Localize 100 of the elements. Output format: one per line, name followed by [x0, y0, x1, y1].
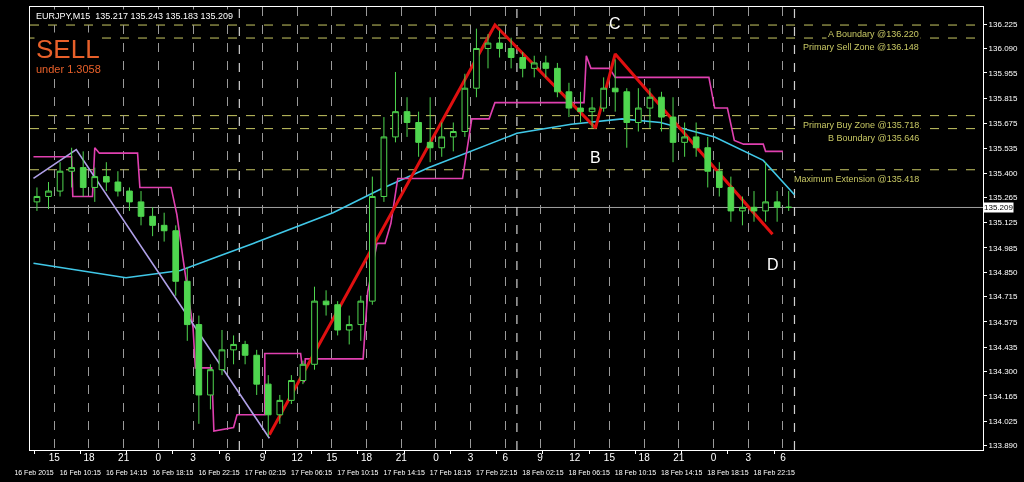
x2-tick-label: 6	[780, 452, 787, 463]
x2-tick-label: 9	[537, 452, 544, 463]
candlestick	[218, 329, 226, 376]
ref-line-label: A Boundary @136.220	[828, 29, 919, 39]
candlestick	[507, 37, 515, 69]
annotation: under 1.3058	[36, 63, 101, 75]
candlestick	[253, 349, 261, 396]
y-tick-label: 134.715	[988, 292, 1019, 302]
candlestick	[56, 161, 64, 197]
x2-tick-label: 0	[710, 452, 717, 463]
x2-tick-label: 15	[48, 452, 61, 463]
candlestick	[288, 374, 295, 405]
candlestick	[426, 96, 434, 163]
candlestick	[183, 266, 191, 342]
x2-tick-label: 21	[673, 452, 685, 463]
annotation: C	[609, 15, 621, 32]
candlestick	[380, 116, 388, 203]
candlestick	[45, 181, 52, 210]
candlestick	[322, 289, 330, 317]
candlestick	[762, 161, 769, 223]
y-tick-label: 135.400	[988, 168, 1019, 178]
text: EURJPY,M15 135.217 135.243 135.183 135.209	[36, 11, 233, 21]
candlestick	[600, 76, 607, 113]
candlestick	[542, 55, 550, 78]
candlestick	[519, 51, 527, 78]
y-tick-label: 136.225	[988, 19, 1019, 29]
y-tick-label: 135.125	[988, 218, 1019, 228]
candlestick	[392, 71, 399, 143]
y-tick-label: 134.300	[988, 367, 1019, 377]
candlestick	[33, 186, 41, 212]
candlestick	[635, 87, 642, 133]
x2-tick-label: 0	[155, 452, 162, 463]
candlestick	[230, 334, 237, 365]
x2-tick-label: 9	[259, 452, 266, 463]
candlestick	[611, 58, 619, 113]
y-tick-label: 135.265	[988, 193, 1019, 203]
ref-line-label: Primary Sell Zone @136.148	[803, 42, 919, 52]
x2-tick-label: 18	[83, 452, 95, 463]
candlestick	[160, 212, 168, 243]
x2-tick-label: 15	[326, 452, 338, 463]
line-series	[32, 118, 796, 279]
candlestick	[345, 315, 353, 345]
candlestick	[357, 295, 365, 342]
candlestick	[334, 300, 341, 336]
x2-tick-label: 3	[467, 452, 474, 463]
x2-tick-label: 18	[638, 452, 651, 463]
y-tick-label: 135.815	[988, 93, 1019, 103]
candlestick	[68, 147, 75, 188]
ref-line-label: B Boundary @135.646	[828, 133, 920, 143]
x2-tick-label: 12	[291, 452, 304, 463]
candlestick	[750, 190, 758, 223]
candlestick	[739, 195, 746, 226]
candlestick	[91, 167, 99, 203]
candlestick	[646, 87, 654, 129]
candlestick	[773, 190, 781, 223]
y-tick-label: 135.675	[988, 119, 1019, 129]
x2-tick-label: 3	[745, 452, 752, 463]
candlestick	[623, 87, 631, 149]
candlestick	[473, 28, 480, 98]
candlestick	[727, 176, 735, 223]
ref-line-label: Primary Buy Zone @135.718	[803, 120, 920, 130]
candlestick	[149, 206, 156, 237]
y-tick-label: 134.435	[988, 342, 1019, 352]
y-tick-label: 136.090	[988, 44, 1019, 54]
ref-line-label: Maximum Extension @135.418	[794, 174, 920, 184]
x2-tick-label: 12	[569, 452, 581, 463]
candlestick	[241, 340, 249, 365]
x2-tick-label: 18	[361, 452, 373, 463]
y-tick-label: 135.955	[988, 68, 1019, 78]
candlestick	[449, 121, 457, 152]
candlestick	[496, 29, 503, 59]
annotation: D	[767, 256, 779, 273]
x2-tick-label: 21	[118, 452, 130, 463]
annotation: SELL	[36, 34, 100, 64]
y-tick-label: 134.985	[988, 243, 1019, 253]
candlestick	[715, 161, 723, 197]
candlestick	[530, 55, 538, 78]
x2-tick-label: 6	[502, 452, 509, 463]
candlestick	[681, 121, 688, 158]
candlestick	[195, 315, 203, 425]
candlestick	[126, 186, 133, 212]
y-tick-label: 133.890	[988, 441, 1019, 451]
candlestick	[299, 360, 307, 385]
candlestick	[658, 91, 665, 133]
x2-tick-label: 3	[190, 452, 197, 463]
x2-tick-label: 15	[603, 452, 616, 463]
candlestick	[692, 121, 700, 158]
y-tick-label: 134.165	[988, 391, 1019, 401]
candlestick	[114, 170, 122, 197]
ref-line-label: 135.209	[984, 203, 1014, 212]
candlestick	[484, 33, 492, 69]
y-tick-label: 134.850	[988, 268, 1019, 278]
candlestick	[369, 176, 376, 306]
x2-tick-label: 6	[224, 452, 231, 463]
candlestick	[207, 363, 214, 410]
candlestick	[415, 111, 422, 158]
candlestick	[276, 394, 284, 425]
candlestick	[79, 150, 87, 197]
candlestick	[264, 374, 272, 437]
candlestick	[438, 121, 446, 158]
